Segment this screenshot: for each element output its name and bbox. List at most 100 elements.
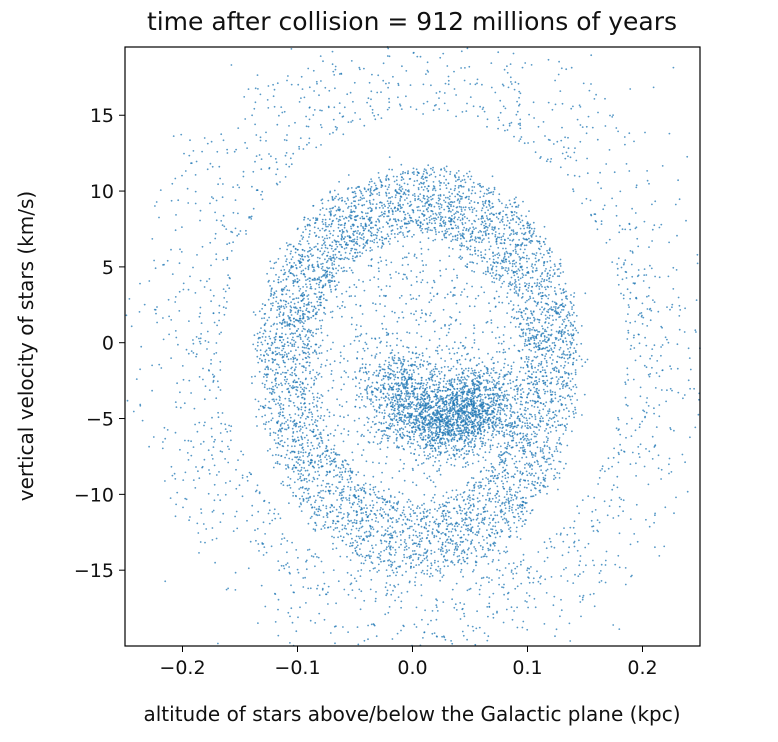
scatter-point (541, 472, 544, 475)
scatter-point (521, 348, 524, 351)
scatter-point (521, 396, 523, 399)
scatter-point (337, 226, 340, 229)
scatter-point (295, 274, 298, 277)
scatter-point (464, 196, 467, 199)
scatter-point (325, 445, 328, 447)
scatter-point (459, 219, 462, 222)
scatter-point (457, 193, 459, 196)
scatter-point (295, 381, 298, 384)
scatter-point (339, 219, 342, 222)
scatter-point (346, 197, 349, 200)
scatter-point (545, 295, 548, 298)
scatter-point (324, 450, 326, 453)
scatter-point (561, 323, 564, 326)
scatter-point (494, 482, 497, 485)
scatter-point (432, 496, 434, 499)
scatter-point (460, 210, 463, 213)
scatter-point (428, 203, 430, 206)
scatter-point (378, 215, 381, 218)
scatter-point (481, 239, 484, 242)
scatter-point (321, 442, 324, 444)
scatter-point (539, 370, 542, 373)
scatter-point (514, 326, 517, 328)
scatter-point (448, 246, 450, 249)
scatter-point (301, 365, 303, 368)
scatter-point (391, 213, 394, 216)
scatter-point (542, 347, 545, 349)
scatter-point (387, 520, 389, 523)
scatter-point (551, 314, 554, 317)
scatter-point (553, 347, 556, 349)
scatter-point (478, 522, 480, 525)
scatter-point (525, 323, 528, 325)
scatter-point (511, 309, 514, 311)
scatter-point (337, 515, 339, 518)
scatter-point (504, 459, 507, 462)
scatter-point (554, 286, 556, 289)
scatter-point (381, 501, 384, 504)
scatter-point (354, 192, 357, 195)
scatter-point (360, 569, 363, 571)
scatter-point (467, 175, 470, 178)
scatter-point (404, 189, 407, 191)
scatter-point (287, 315, 289, 317)
scatter-point (447, 515, 450, 518)
scatter-point (425, 179, 428, 182)
scatter-point (547, 322, 550, 325)
scatter-point (561, 385, 564, 388)
scatter-point (426, 222, 429, 225)
scatter-point (536, 392, 539, 394)
scatter-point (536, 433, 538, 436)
scatter-point (321, 218, 324, 221)
scatter-point (557, 382, 559, 385)
scatter-point (273, 391, 276, 394)
scatter-point (297, 452, 300, 455)
scatter-point (533, 426, 536, 428)
scatter-point (301, 258, 304, 261)
scatter-point (283, 269, 286, 271)
scatter-point (530, 495, 532, 498)
scatter-point (512, 249, 515, 252)
scatter-point (484, 211, 487, 214)
scatter-point (483, 192, 486, 195)
scatter-point (280, 455, 283, 457)
scatter-point (390, 532, 392, 535)
scatter-point (311, 454, 313, 457)
scatter-point (429, 215, 432, 217)
scatter-point (374, 486, 377, 488)
scatter-point (470, 200, 473, 202)
scatter-point (316, 277, 319, 280)
scatter-point (359, 522, 362, 525)
scatter-point (518, 370, 521, 373)
scatter-point (391, 564, 393, 566)
scatter-point (339, 555, 342, 558)
scatter-point (361, 215, 364, 218)
scatter-point (297, 407, 300, 410)
scatter-point (372, 535, 375, 537)
scatter-point (572, 339, 575, 341)
scatter-point (335, 243, 338, 246)
scatter-point (320, 461, 322, 463)
scatter-point (299, 430, 301, 432)
scatter-point (319, 213, 321, 216)
scatter-point (302, 236, 305, 239)
scatter-point (352, 233, 354, 235)
scatter-point (348, 474, 351, 477)
scatter-point (318, 276, 320, 279)
scatter-point (558, 275, 561, 278)
scatter-point (421, 559, 424, 562)
scatter-point (555, 383, 558, 386)
scatter-point (531, 322, 534, 324)
scatter-point (420, 532, 423, 535)
scatter-point (300, 270, 303, 273)
scatter-point (347, 220, 350, 222)
scatter-point (542, 332, 545, 335)
scatter-point (414, 219, 417, 221)
scatter-point (412, 167, 415, 170)
scatter-point (493, 511, 496, 513)
scatter-point (462, 175, 465, 177)
scatter-point (333, 434, 335, 437)
scatter-point (432, 528, 434, 531)
scatter-point (524, 332, 527, 335)
scatter-point (279, 429, 282, 432)
